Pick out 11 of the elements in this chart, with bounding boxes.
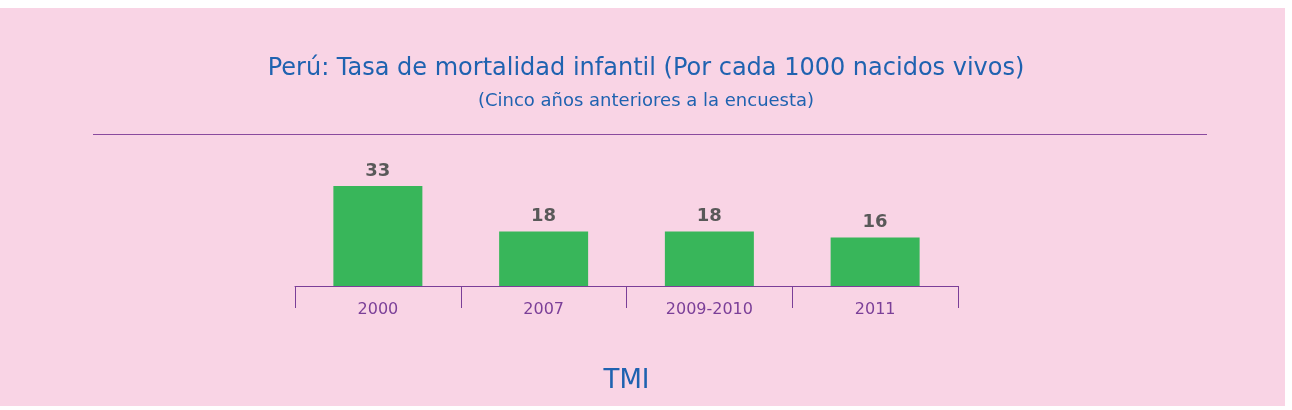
x-tick-label: 2009-2010 <box>665 298 753 318</box>
x-tick-label: 2011 <box>854 298 896 318</box>
x-tick-label: 2007 <box>523 298 564 318</box>
data-label: 18 <box>696 203 722 225</box>
data-label: 18 <box>531 203 557 225</box>
x-axis-title: TMI <box>602 364 650 394</box>
chart-subtitle: (Cinco años anteriores a la encuesta) <box>477 88 815 110</box>
data-label: 33 <box>365 158 391 180</box>
chart-title: Perú: Tasa de mortalidad infantil (Por cada 1000 nacidos vivos) <box>267 53 1025 81</box>
data-label: 16 <box>862 210 888 232</box>
x-tick-label: 2000 <box>357 298 399 318</box>
